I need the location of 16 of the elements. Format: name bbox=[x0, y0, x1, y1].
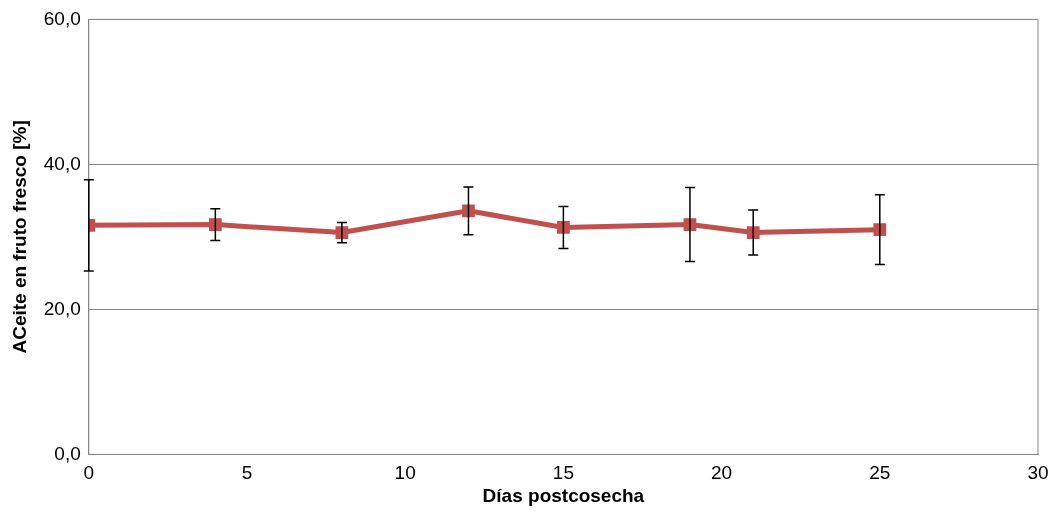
point bbox=[462, 204, 475, 218]
y-tick-label: 60,0 bbox=[43, 7, 81, 29]
x-tick-label: 30 bbox=[1027, 462, 1049, 484]
y-tick-label: 20,0 bbox=[43, 297, 81, 319]
point bbox=[557, 221, 570, 234]
x-tick-label: 15 bbox=[552, 462, 574, 484]
x-tick-label: 5 bbox=[241, 462, 253, 484]
y-tick-label: 0,0 bbox=[54, 442, 81, 464]
x-tick-label: 25 bbox=[869, 462, 891, 484]
x-axis-title: Días postcosecha bbox=[482, 484, 645, 506]
x-tick-label: 10 bbox=[394, 462, 416, 484]
x-tick-label: 0 bbox=[83, 462, 95, 484]
x-tick-label: 20 bbox=[711, 462, 733, 484]
y-axis-title: ACeite en fruto fresco [%] bbox=[8, 120, 30, 354]
y-tick-label: 40,0 bbox=[43, 152, 81, 174]
point bbox=[208, 218, 222, 231]
